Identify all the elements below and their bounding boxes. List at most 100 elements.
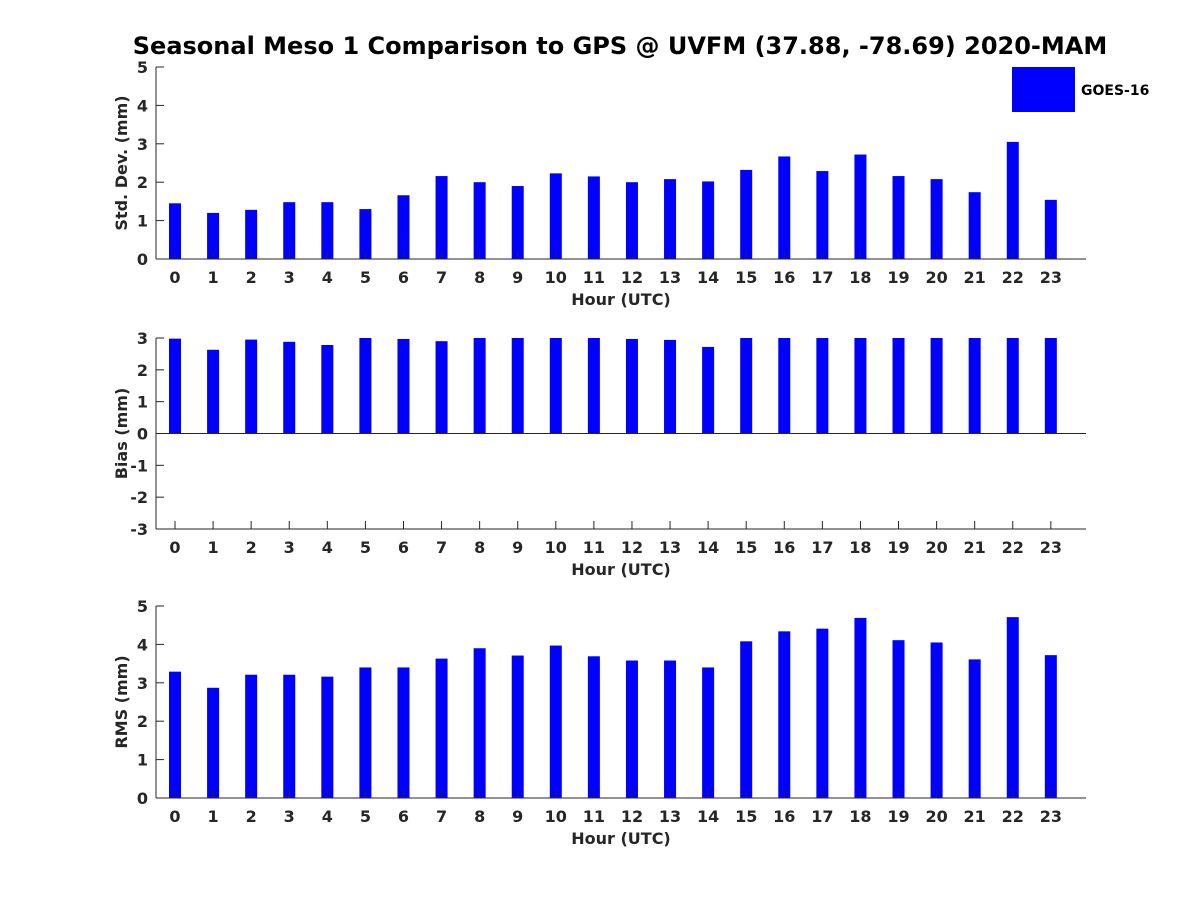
bar-hour-1 xyxy=(207,687,220,798)
x-tick-label: 3 xyxy=(284,538,295,557)
x-axis-label: Hour (UTC) xyxy=(571,829,671,848)
bar-hour-9 xyxy=(511,655,524,798)
bar-hour-9 xyxy=(511,338,524,434)
chart-title: Seasonal Meso 1 Comparison to GPS @ UVFM… xyxy=(133,32,1107,60)
bar-hour-2 xyxy=(245,339,258,434)
x-tick-label: 15 xyxy=(735,807,757,826)
bar-hour-11 xyxy=(587,338,600,434)
bar-hour-5 xyxy=(359,338,372,434)
x-tick-label: 8 xyxy=(474,268,485,287)
x-tick-label: 12 xyxy=(621,807,643,826)
bar-hour-4 xyxy=(321,345,334,434)
bar-hour-18 xyxy=(854,154,867,259)
y-axis-label: Std. Dev. (mm) xyxy=(112,95,131,230)
bar-hour-13 xyxy=(664,660,677,798)
x-tick-label: 23 xyxy=(1040,807,1062,826)
bar-hour-3 xyxy=(283,202,296,259)
x-tick-label: 21 xyxy=(964,268,986,287)
x-tick-label: 14 xyxy=(697,807,719,826)
x-tick-label: 19 xyxy=(887,268,909,287)
x-tick-label: 1 xyxy=(208,538,219,557)
x-tick-label: 14 xyxy=(697,538,719,557)
bar-hour-23 xyxy=(1044,655,1057,798)
bar-hour-5 xyxy=(359,209,372,259)
bar-hour-15 xyxy=(740,338,753,434)
x-tick-label: 5 xyxy=(360,807,371,826)
bar-hour-10 xyxy=(549,645,562,798)
bar-hour-17 xyxy=(816,628,829,798)
x-tick-label: 7 xyxy=(436,268,447,287)
bar-hour-19 xyxy=(892,176,905,259)
x-tick-label: 6 xyxy=(398,807,409,826)
bar-hour-8 xyxy=(473,182,486,259)
y-tick-label: 1 xyxy=(137,212,148,231)
bar-hour-12 xyxy=(625,338,638,434)
x-tick-label: 11 xyxy=(583,268,605,287)
x-tick-label: 17 xyxy=(811,538,833,557)
x-tick-label: 2 xyxy=(246,807,257,826)
bar-hour-21 xyxy=(968,338,981,434)
x-tick-label: 12 xyxy=(621,538,643,557)
bar-hour-16 xyxy=(778,156,791,259)
bar-hour-12 xyxy=(625,182,638,259)
bar-hour-14 xyxy=(702,346,715,434)
bar-hour-6 xyxy=(397,667,410,798)
x-tick-label: 4 xyxy=(322,268,333,287)
bar-hour-21 xyxy=(968,192,981,259)
x-axis-label: Hour (UTC) xyxy=(571,560,671,579)
bar-hour-9 xyxy=(511,186,524,259)
x-tick-label: 4 xyxy=(322,538,333,557)
x-tick-label: 17 xyxy=(811,268,833,287)
legend-swatch xyxy=(1012,67,1075,112)
y-tick-label: 1 xyxy=(137,751,148,770)
x-tick-label: 15 xyxy=(735,268,757,287)
bar-hour-13 xyxy=(664,179,677,259)
bar-hour-1 xyxy=(207,212,220,259)
y-tick-label: 4 xyxy=(137,96,148,115)
bar-hour-23 xyxy=(1044,338,1057,434)
x-tick-label: 21 xyxy=(964,538,986,557)
x-tick-label: 18 xyxy=(849,538,871,557)
bar-hour-3 xyxy=(283,674,296,798)
bar-hour-0 xyxy=(169,671,181,798)
bar-hour-2 xyxy=(245,209,258,259)
x-tick-label: 10 xyxy=(545,807,567,826)
bar-hour-14 xyxy=(702,181,715,259)
bar-hour-12 xyxy=(625,660,638,798)
x-tick-label: 11 xyxy=(583,538,605,557)
x-tick-label: 19 xyxy=(887,807,909,826)
bar-hour-5 xyxy=(359,667,372,798)
x-tick-label: 20 xyxy=(925,538,947,557)
x-tick-label: 23 xyxy=(1040,538,1062,557)
x-tick-label: 4 xyxy=(322,807,333,826)
y-tick-label: 3 xyxy=(137,329,148,348)
x-tick-label: 5 xyxy=(360,268,371,287)
bar-hour-11 xyxy=(587,176,600,259)
bar-hour-4 xyxy=(321,676,334,798)
bar-hour-10 xyxy=(549,173,562,259)
x-tick-label: 2 xyxy=(246,268,257,287)
bar-hour-22 xyxy=(1006,141,1019,259)
y-tick-label: 2 xyxy=(137,173,148,192)
x-tick-label: 16 xyxy=(773,807,795,826)
x-tick-label: 23 xyxy=(1040,268,1062,287)
bar-hour-6 xyxy=(397,338,410,434)
x-tick-label: 0 xyxy=(169,807,180,826)
y-tick-label: 1 xyxy=(137,393,148,412)
x-tick-label: 20 xyxy=(925,807,947,826)
x-tick-label: 2 xyxy=(246,538,257,557)
x-tick-label: 21 xyxy=(964,807,986,826)
x-tick-label: 18 xyxy=(849,268,871,287)
y-tick-label: -1 xyxy=(130,456,148,475)
x-tick-label: 15 xyxy=(735,538,757,557)
x-tick-label: 17 xyxy=(811,807,833,826)
bar-hour-19 xyxy=(892,640,905,798)
x-tick-label: 7 xyxy=(436,807,447,826)
bar-hour-0 xyxy=(169,338,181,434)
y-axis-label: RMS (mm) xyxy=(112,655,131,748)
bar-hour-17 xyxy=(816,338,829,434)
